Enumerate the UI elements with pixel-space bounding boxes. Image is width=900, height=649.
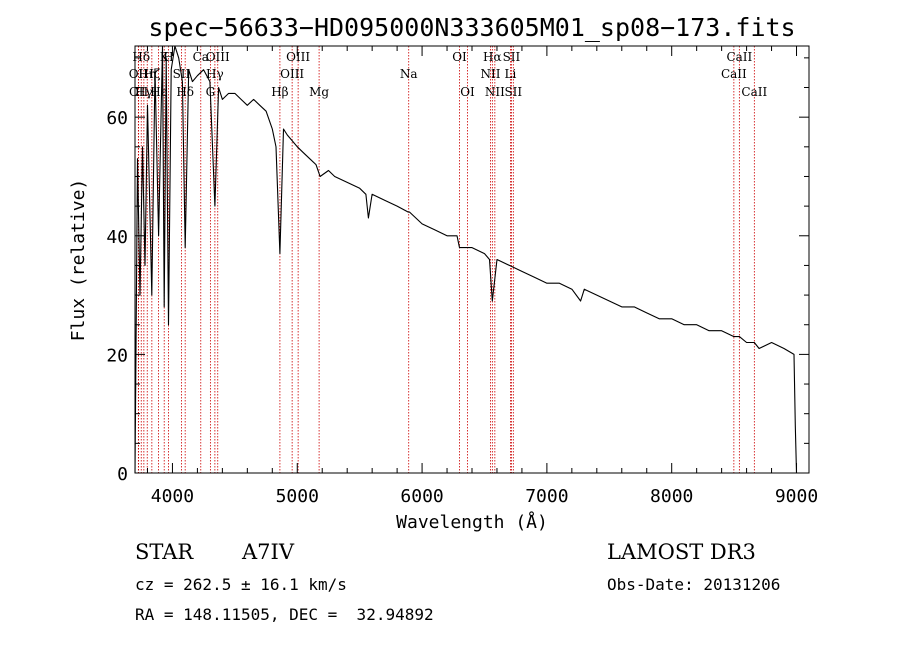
- x-tick-label: 9000: [775, 486, 818, 507]
- survey-name: LAMOST DR3: [607, 540, 756, 564]
- chart-title: spec−56633−HD095000N333605M01_sp08−173.f…: [148, 13, 795, 42]
- line-label: Hδ: [132, 50, 150, 64]
- x-tick-label: 4000: [151, 486, 194, 507]
- line-label: Mg: [309, 85, 329, 99]
- line-label: Hγ: [135, 85, 153, 99]
- spectral-line-labels: OIIOIIHδHγHηHζHεKHSIIHδCaGOIIIHγHβOIIIOI…: [129, 50, 768, 99]
- line-label: Hδ: [176, 85, 194, 99]
- object-subclass: A7IV: [241, 540, 295, 564]
- x-tick-label: 7000: [525, 486, 568, 507]
- line-label: CaII: [741, 85, 767, 99]
- line-label: NII: [480, 67, 500, 81]
- obs-date: Obs-Date: 20131206: [607, 575, 780, 594]
- y-axis-label: Flux (relative): [68, 179, 89, 342]
- line-label: Hζ: [143, 67, 160, 81]
- y-tick-label: 40: [106, 227, 128, 248]
- line-label: OIII: [206, 50, 230, 64]
- line-label: Hε: [150, 85, 167, 99]
- line-label: Hγ: [206, 67, 224, 81]
- line-label: OIII: [280, 67, 304, 81]
- x-axis-label: Wavelength (Å): [396, 511, 548, 533]
- line-label: SII: [503, 50, 521, 64]
- line-label: NII: [485, 85, 505, 99]
- object-class: STAR: [135, 540, 194, 564]
- spectral-line-markers: [137, 46, 755, 473]
- line-label: Na: [400, 67, 418, 81]
- line-label: OII: [129, 85, 149, 99]
- line-label: OI: [460, 85, 475, 99]
- line-label: OIII: [286, 50, 310, 64]
- x-tick-label: 5000: [276, 486, 319, 507]
- line-label: OI: [452, 50, 467, 64]
- spectrum-line: [134, 45, 798, 474]
- x-axis: 4000 5000 6000 7000 8000 9000: [146, 46, 818, 507]
- y-tick-label: 60: [106, 108, 128, 129]
- redshift-value: cz = 262.5 ± 16.1 km/s: [135, 575, 347, 594]
- line-label: Ca: [193, 50, 209, 64]
- line-label: Li: [505, 67, 517, 81]
- line-label: H: [163, 50, 173, 64]
- line-label: Hα: [483, 50, 502, 64]
- line-label: OII: [129, 67, 149, 81]
- coordinates: RA = 148.11505, DEC = 32.94892: [135, 605, 434, 624]
- line-label: Hβ: [271, 85, 288, 99]
- x-tick-label: 6000: [400, 486, 443, 507]
- plot-frame: [134, 45, 810, 474]
- x-tick-label: 8000: [650, 486, 693, 507]
- y-tick-label: 0: [117, 464, 128, 485]
- y-tick-label: 20: [106, 345, 128, 366]
- line-label: CaII: [721, 67, 747, 81]
- line-label: CaII: [726, 50, 752, 64]
- line-label: Hη: [138, 67, 156, 81]
- line-label: K: [160, 50, 170, 64]
- line-label: SII: [504, 85, 522, 99]
- y-axis: 0 20 40 60: [106, 57, 809, 485]
